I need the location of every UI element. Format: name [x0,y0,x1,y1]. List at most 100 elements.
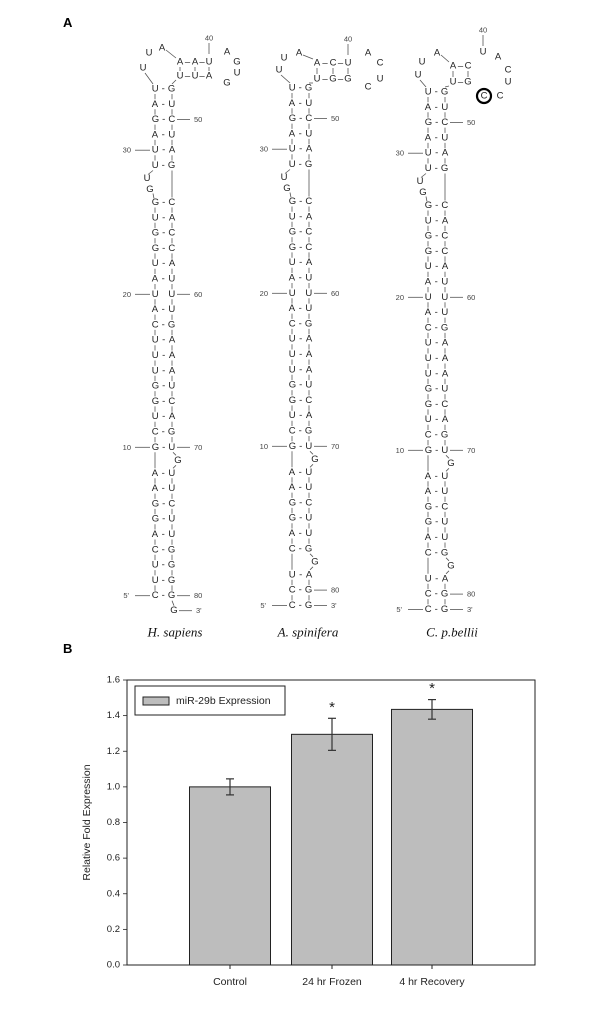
base-pair: G-C [425,246,449,257]
bond-line [302,54,314,60]
position-label: 5' [396,605,402,614]
y-tick-label: 1.0 [107,781,120,792]
base-pair: U U [289,288,313,299]
base-pair: U-G [289,83,313,94]
position-label: 3' [331,601,337,610]
loop-bottom-base: A [206,71,213,82]
y-tick-label: 0.6 [107,853,120,864]
position-label: 30 [396,149,404,158]
bond-line [444,85,450,88]
error-bar-3 [428,698,436,720]
base-pair: C-G [425,322,449,333]
hairpin-base: G [233,57,240,68]
position-label: 70 [194,443,202,452]
tail-base: G [170,605,177,616]
y-tick-label: 0.8 [107,817,120,828]
bulge-base: G [174,455,181,466]
loop-base: U [281,53,288,64]
loop-base: A [434,48,441,59]
bond-line [420,173,427,178]
position-label: 20 [260,289,268,298]
rna-structure-2: UU AA C– U–U G– G–ACUC40U-GA-UG-CA-UU-AU-GUGG… [260,35,384,640]
bulge-base: U [281,172,288,183]
hairpin-base: A [224,47,231,58]
base-pair: G-C [152,396,176,407]
bond-dash: – [458,61,464,72]
x-tick-label: Control [213,976,247,988]
loop-bottom-base: G [464,77,471,88]
loop-bottom-base: U [314,74,321,85]
y-tick-label: 1.6 [107,675,120,686]
bulge-base: U [144,173,151,184]
base-pair: U-A [425,338,449,349]
bond-line [165,49,177,59]
base-pair: U-A [152,365,176,376]
base-pair: G-U [289,441,313,452]
species-label: C. p.bellii [426,625,478,640]
legend-label: miR-29b Expression [176,695,271,707]
base-pair: U-A [289,364,313,375]
base-pair: G-U [152,514,176,525]
base-pair: A-U [289,528,313,539]
base-pair: G-U [289,513,313,524]
base-pair: C-G [289,426,313,437]
position-label: 40 [344,35,352,44]
bar-chart: 0.0 0.2 0.4 0.6 0.8 1.0 1.2 1.4 1.6 Relative Fold… [81,675,536,988]
loop-base: A [296,48,303,59]
loop-bottom-base: U [177,71,184,82]
base-pair: A-U [425,277,449,288]
position-label: 10 [260,442,268,451]
loop-base: A [159,43,166,54]
hairpin-base: A [365,48,372,59]
base-pair: U-G [152,84,176,95]
base-pair: G-U [152,442,176,453]
base-pair: U-G [425,87,449,98]
bond-line [152,193,155,199]
base-pair: A-U [425,102,449,113]
base-pair: A-U [425,307,449,318]
position-label: 10 [123,443,131,452]
base-pair: A-U [152,529,176,540]
loop-base: U [276,65,283,76]
loop-base: U [419,57,426,68]
base-pair: U-A [152,258,176,269]
base-pair: C-G [425,430,449,441]
base-pair: A-U [152,274,176,285]
bond-line [425,196,428,202]
loop-top-base: A [450,61,457,72]
position-label: 3' [467,605,473,614]
position-label: 30 [260,145,268,154]
bond-dash: – [322,74,328,85]
bond-line [284,169,291,174]
base-pair: U U [152,289,176,300]
base-pair: U-G [152,560,176,571]
base-pair: C-G [152,590,176,601]
position-label: 80 [467,590,475,599]
base-pair: G-C [289,242,313,253]
hairpin-base: U [377,74,384,85]
bond-line [419,79,427,88]
base-pair: U-A [289,569,313,580]
bond-dash: – [322,58,328,69]
base-pair: G-C [152,498,176,509]
base-pair: G-C [425,399,449,410]
base-pair: U-G [289,159,313,170]
bar-1 [189,786,271,966]
base-pair: A-U [425,532,449,543]
base-pair: G-C [289,113,313,124]
bar-3 [391,708,473,966]
base-pair: G-U [425,384,449,395]
bond-line [172,465,177,469]
base-pair: U-A [289,257,313,268]
base-pair: A-U [425,486,449,497]
base-pair: A-U [289,467,313,478]
base-pair: G-C [425,200,449,211]
base-pair: G-U [152,381,176,392]
base-pair: A-U [289,128,313,139]
base-pair: U-A [289,144,313,155]
position-label: 40 [205,34,213,43]
loop-base: U [415,70,422,81]
species-label: A. spinifera [277,625,339,640]
x-tick-label: 24 hr Frozen [302,976,362,988]
base-pair: G-U [425,445,449,456]
